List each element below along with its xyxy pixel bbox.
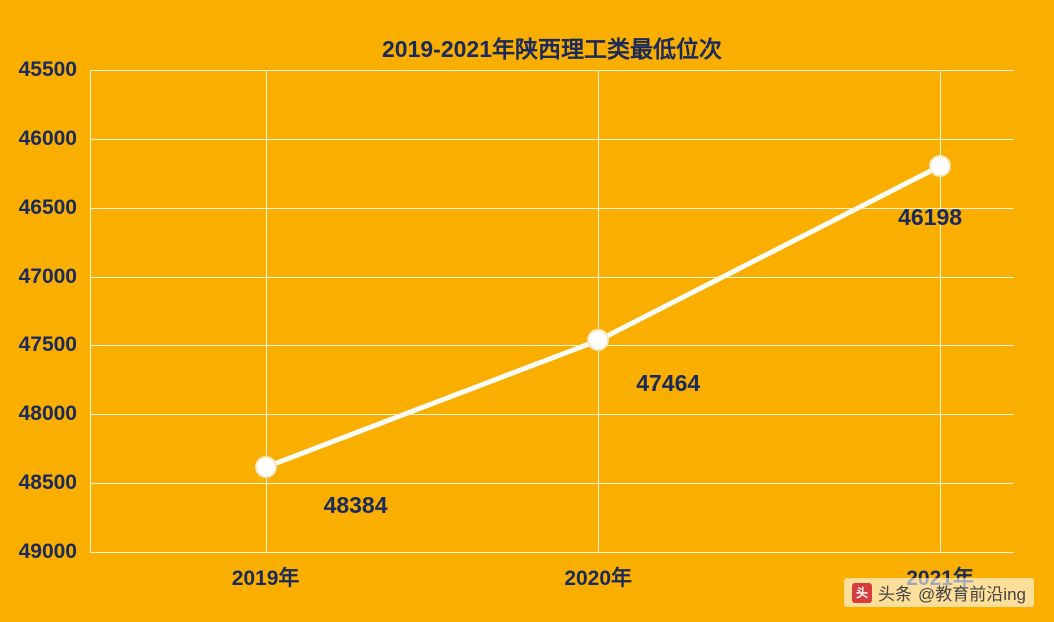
chart-container: 2019-2021年陕西理工类最低位次 45500 46000 46500 47000… — [0, 0, 1054, 622]
data-line — [266, 166, 941, 467]
data-marker — [255, 456, 277, 478]
data-label: 48384 — [324, 492, 388, 519]
y-tick-label: 45500 — [19, 58, 77, 82]
y-tick-label: 48000 — [19, 402, 77, 426]
y-axis: 4550046000465004700047500480004850049000 — [0, 70, 85, 552]
toutiao-icon: 头 — [852, 583, 872, 603]
y-tick-label: 46500 — [19, 196, 77, 220]
grid-line — [90, 414, 1014, 415]
grid-line — [90, 483, 1014, 484]
grid-line-v — [90, 70, 91, 552]
watermark-prefix: 头条 — [878, 580, 912, 605]
watermark-text: @教育前沿ing — [918, 580, 1026, 605]
y-tick-label: 47500 — [19, 333, 77, 357]
grid-line — [90, 552, 1014, 553]
plot-area: 48384 47464 46198 — [90, 70, 1014, 552]
y-tick-label: 46000 — [19, 127, 77, 151]
grid-line — [90, 208, 1014, 209]
y-tick-label: 48500 — [19, 471, 77, 495]
grid-line — [90, 345, 1014, 346]
x-tick-label: 2019年 — [232, 562, 300, 592]
watermark: 头 头条 @教育前沿ing — [844, 578, 1034, 607]
grid-line-v — [940, 70, 941, 552]
data-marker — [929, 155, 951, 177]
chart-svg — [90, 70, 1014, 552]
y-tick-label: 49000 — [19, 540, 77, 564]
grid-line — [90, 139, 1014, 140]
data-label: 47464 — [636, 370, 700, 397]
grid-line-v — [598, 70, 599, 552]
data-label: 46198 — [898, 204, 962, 231]
grid-line — [90, 277, 1014, 278]
grid-line — [90, 70, 1014, 71]
data-marker — [587, 329, 609, 351]
x-tick-label: 2020年 — [564, 562, 632, 592]
y-tick-label: 47000 — [19, 265, 77, 289]
grid-line-v — [266, 70, 267, 552]
chart-title: 2019-2021年陕西理工类最低位次 — [90, 30, 1014, 64]
